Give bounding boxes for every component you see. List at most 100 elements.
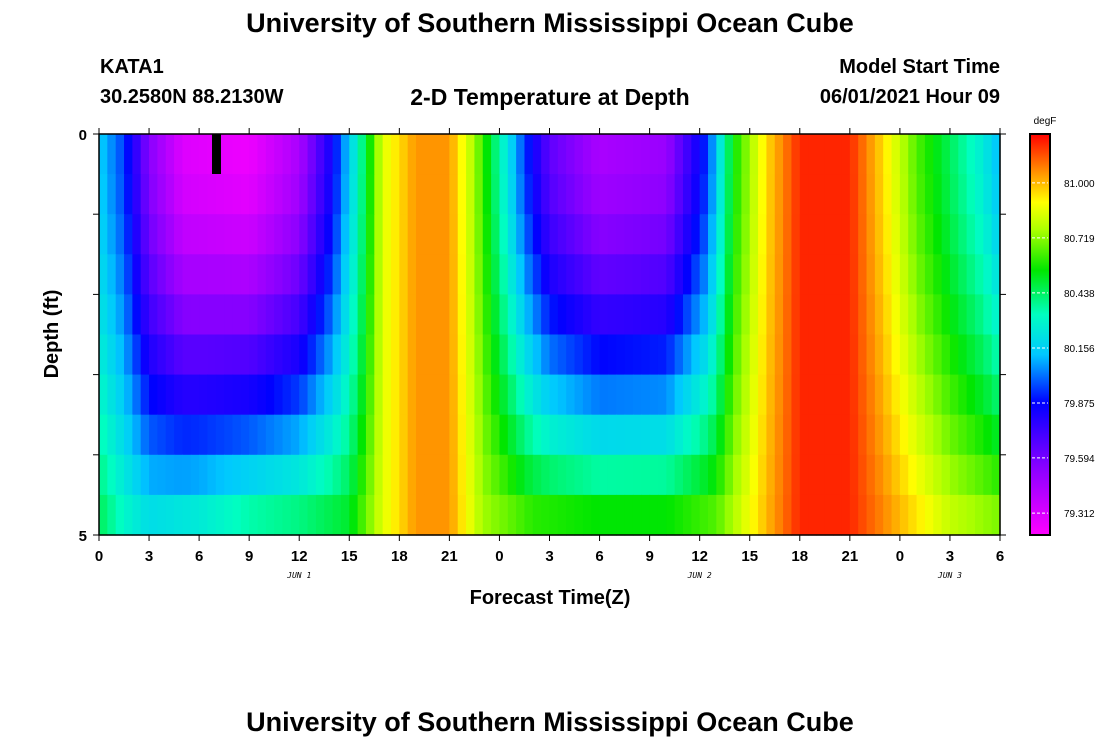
heatmap-cell (541, 334, 551, 376)
heatmap-cell (958, 134, 968, 175)
heatmap-cell (215, 214, 225, 255)
heatmap-cell (866, 214, 876, 255)
heatmap-cell (340, 254, 350, 295)
heatmap-cell (449, 494, 459, 536)
heatmap-cell (666, 374, 676, 416)
heatmap-cell (149, 134, 158, 175)
heatmap-cell (240, 374, 250, 416)
heatmap-cell (307, 134, 317, 175)
heatmap-cell (524, 454, 534, 496)
heatmap-cell (124, 134, 133, 175)
heatmap-cell (699, 494, 709, 536)
heatmap-cell (165, 454, 175, 496)
heatmap-cell (733, 214, 742, 255)
chart-subtitle: 2-D Temperature at Depth (410, 84, 690, 110)
heatmap-cell (783, 174, 793, 215)
heatmap-cell (491, 134, 501, 175)
heatmap-cell (140, 414, 150, 456)
heatmap-cell (866, 454, 876, 496)
heatmap-cell (541, 414, 551, 456)
heatmap-cell (240, 214, 250, 255)
heatmap-cell (991, 454, 1001, 496)
heatmap-cell (557, 334, 567, 376)
x-day-label: JUN 2 (687, 571, 712, 580)
heatmap-cell (908, 214, 918, 255)
heatmap-cell (332, 134, 342, 175)
heatmap-cell (632, 454, 642, 496)
heatmap-cell (374, 494, 384, 536)
heatmap-cell (607, 174, 617, 215)
heatmap-cell (557, 294, 567, 336)
colorbar-tick-label: 81.000 (1064, 179, 1095, 190)
heatmap-cell (299, 174, 309, 215)
heatmap-cell (632, 214, 642, 255)
colorbar-tick-label: 79.875 (1064, 399, 1095, 410)
heatmap-cell (482, 414, 492, 456)
heatmap-cell (641, 374, 651, 416)
heatmap-cell (541, 294, 551, 336)
heatmap-cell (299, 334, 309, 376)
heatmap-cell (849, 254, 859, 295)
heatmap-cell (557, 414, 567, 456)
heatmap-cell (816, 254, 826, 295)
heatmap-cell (632, 334, 642, 376)
heatmap-cell (299, 454, 309, 496)
heatmap-cell (199, 374, 209, 416)
x-tick-label: 3 (946, 548, 954, 565)
heatmap-cell (265, 134, 275, 175)
heatmap-cell (699, 134, 709, 175)
heatmap-cell (416, 454, 425, 496)
heatmap-cell (816, 454, 826, 496)
heatmap-cell (616, 334, 626, 376)
heatmap-cell (883, 254, 893, 295)
heatmap-cell (466, 294, 476, 336)
heatmap-cell (974, 334, 984, 376)
heatmap-cell (532, 294, 542, 336)
x-axis-title: Forecast Time(Z) (470, 587, 631, 609)
heatmap-cell (215, 494, 225, 536)
heatmap-cell (240, 174, 250, 215)
heatmap-cell (274, 454, 284, 496)
heatmap-cell (833, 334, 843, 376)
heatmap-cell (432, 494, 442, 536)
heatmap-cell (716, 174, 726, 215)
heatmap-cell (991, 134, 1001, 175)
heatmap-cell (733, 294, 742, 336)
heatmap-cell (783, 214, 793, 255)
heatmap-cell (190, 294, 200, 336)
heatmap-cell (265, 294, 275, 336)
heatmap-cell (699, 254, 709, 295)
heatmap-cell (307, 334, 317, 376)
heatmap-cell (549, 334, 559, 376)
heatmap-cell (115, 174, 125, 215)
heatmap-cell (532, 374, 542, 416)
heatmap-cell (791, 494, 801, 536)
heatmap-cell (591, 414, 601, 456)
heatmap-cell (916, 254, 926, 295)
heatmap-cell (649, 174, 659, 215)
heatmap-cell (466, 374, 476, 416)
heatmap-cell (599, 134, 609, 175)
heatmap-cell (524, 334, 534, 376)
heatmap-cell (891, 294, 901, 336)
heatmap-cell (524, 174, 534, 215)
heatmap-cell (249, 174, 259, 215)
heatmap-cell (858, 494, 868, 536)
heatmap-cell (165, 214, 175, 255)
heatmap-cell (808, 254, 818, 295)
heatmap-cell (841, 174, 851, 215)
heatmap-cell (591, 294, 601, 336)
heatmap-cell (482, 134, 492, 175)
heatmap-cell (290, 334, 300, 376)
heatmap-cell (741, 374, 751, 416)
heatmap-cell (966, 174, 976, 215)
heatmap-cell (224, 174, 234, 215)
heatmap-cell (791, 214, 801, 255)
heatmap-cell (657, 174, 667, 215)
heatmap-cell (457, 174, 467, 215)
heatmap-cell (908, 414, 918, 456)
heatmap-cell (899, 494, 909, 536)
heatmap-cell (457, 214, 467, 255)
heatmap-cell (491, 214, 501, 255)
heatmap-cell (224, 334, 234, 376)
